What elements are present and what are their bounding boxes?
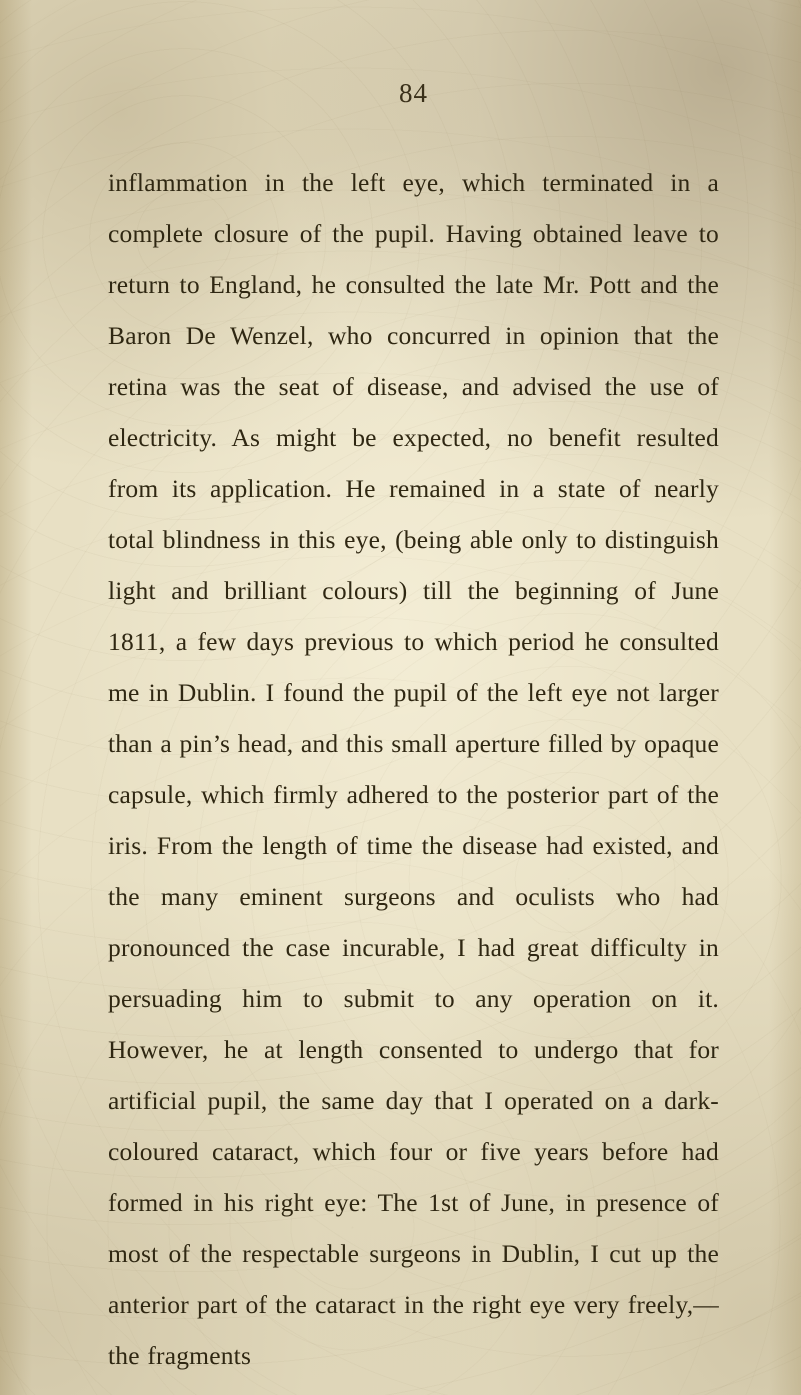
body-paragraph: inflammation in the left eye, which term… xyxy=(108,157,719,1381)
scanned-page: 84 inflammation in the left eye, which t… xyxy=(0,0,801,1395)
page-number: 84 xyxy=(108,78,719,109)
